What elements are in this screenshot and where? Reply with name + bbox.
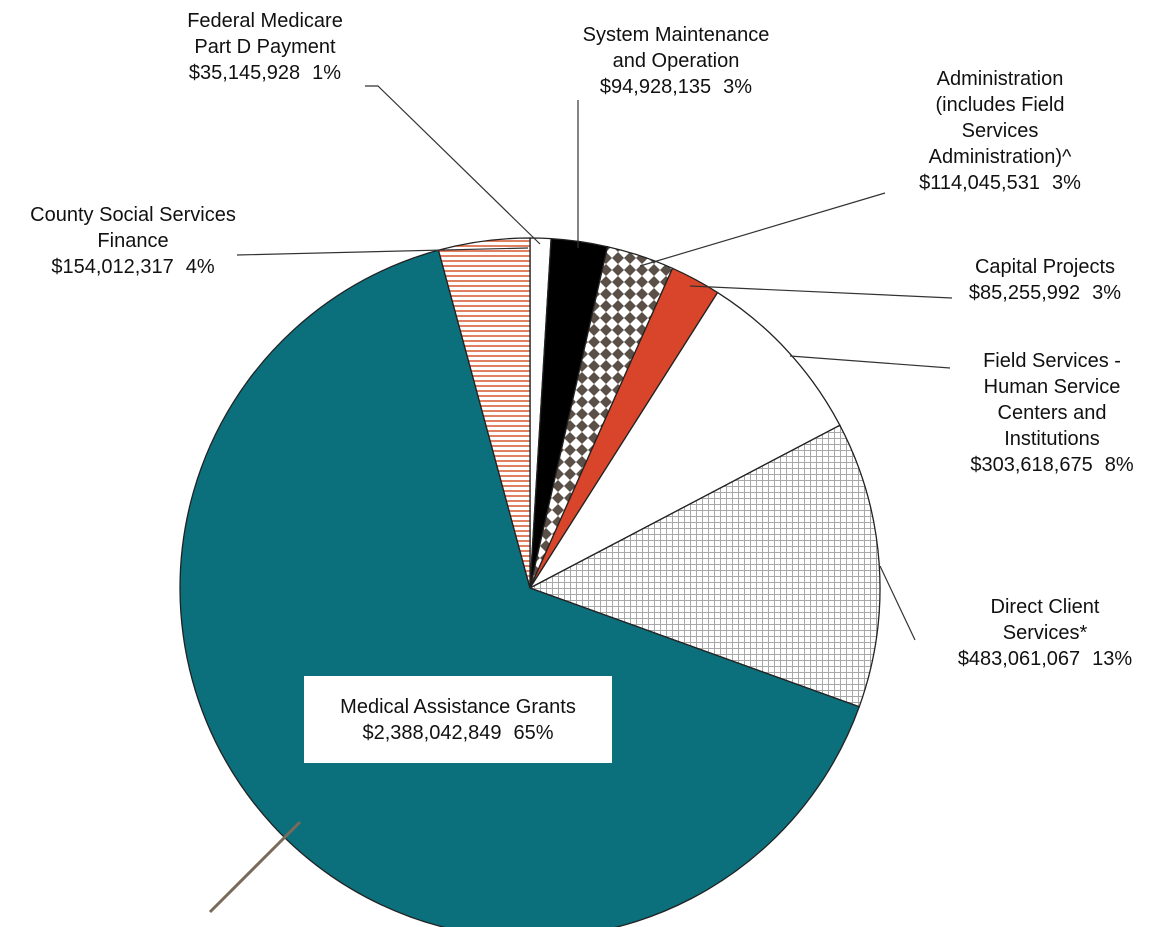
label-box <box>304 676 612 763</box>
leader-line <box>236 247 529 256</box>
category-label: Administration (includes Field Services … <box>928 68 1072 168</box>
percent-label: 3% <box>1051 172 1081 194</box>
category-label: Field Services - Human Service Centers a… <box>983 350 1121 450</box>
percent-label: 13% <box>1092 648 1133 670</box>
leader-line <box>689 285 953 299</box>
value-label: $94,928,135 <box>599 76 712 98</box>
slice-label: Federal Medicare Part D Payment $35,145,9… <box>187 8 343 86</box>
leader-line <box>639 192 886 267</box>
slice-label: Administration (includes Field Services … <box>919 66 1081 196</box>
leader-line <box>879 565 916 641</box>
value-label: $154,012,317 <box>51 256 174 278</box>
value-label: $35,145,928 <box>188 62 301 84</box>
percent-label: 65% <box>513 722 554 744</box>
category-label: Direct Client Services* <box>990 596 1100 644</box>
value-label: $114,045,531 <box>919 172 1040 194</box>
slice-label: System Maintenance and Operation $94,928,… <box>583 22 770 100</box>
category-label: Medical Assistance Grants <box>340 696 576 718</box>
pie-slice <box>528 291 841 590</box>
percent-label: 1% <box>312 62 342 84</box>
percent-label: 8% <box>1104 454 1134 476</box>
value-label: $483,061,067 <box>957 648 1081 670</box>
value-label: $2,388,042,849 <box>362 722 502 744</box>
leader-line <box>365 85 541 245</box>
slice-label: Medical Assistance Grants $2,388,042,849 6… <box>340 694 576 746</box>
percent-label: 3% <box>1092 282 1122 304</box>
slice-label: Field Services - Human Service Centers a… <box>970 348 1133 478</box>
slice-label: Direct Client Services* $483,061,067 13% <box>958 594 1132 672</box>
slice-label: County Social Services Finance $154,012,3… <box>30 202 236 280</box>
category-label: System Maintenance and Operation <box>582 24 770 72</box>
category-label: County Social Services Finance <box>30 204 236 252</box>
stray-line <box>208 820 302 914</box>
percent-label: 3% <box>723 76 753 98</box>
pie-slice <box>528 424 881 708</box>
leader-line <box>789 355 951 369</box>
value-label: $303,618,675 <box>970 454 1093 476</box>
slice-label: Capital Projects $85,255,992 3% <box>969 254 1121 306</box>
value-label: $85,255,992 <box>968 282 1081 304</box>
percent-label: 4% <box>185 256 215 278</box>
category-label: Federal Medicare Part D Payment <box>187 10 343 58</box>
category-label: Capital Projects <box>974 256 1116 278</box>
